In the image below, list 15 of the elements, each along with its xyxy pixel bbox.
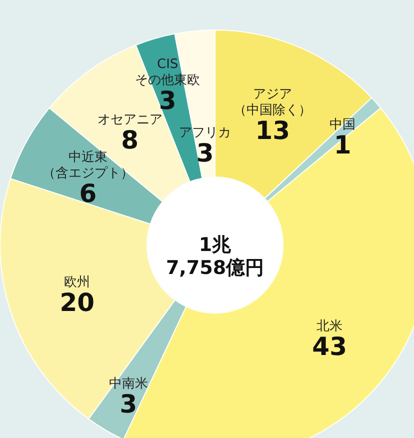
slice-label: アジア（中国除く） <box>234 86 312 118</box>
slice-label: オセアニア <box>97 112 162 128</box>
slice-label: アフリカ <box>179 125 232 140</box>
data-label: 1 <box>334 130 352 160</box>
data-label: 3 <box>196 138 214 168</box>
slice-label: 北米 <box>316 318 343 334</box>
text: 1兆 7,758億円 <box>166 234 264 279</box>
data-label: 3 <box>120 389 138 418</box>
data-label: 6 <box>79 179 97 208</box>
data-label: 20 <box>60 288 94 317</box>
data-label: 43 <box>312 332 347 361</box>
slice-label: 中国 <box>330 118 356 133</box>
data-label: 3 <box>158 86 176 115</box>
slice-label: 欧州 <box>64 274 90 290</box>
data-label: 13 <box>255 116 290 145</box>
